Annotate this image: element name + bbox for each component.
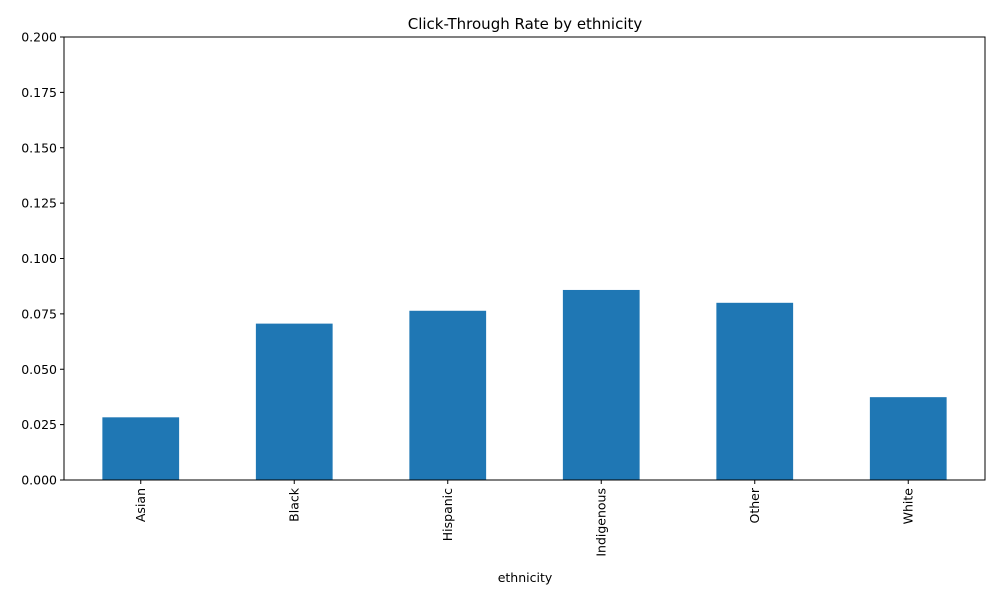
- y-tick-label: 0.050: [21, 362, 57, 377]
- y-tick-label: 0.175: [21, 85, 57, 100]
- y-tick-label: 0.150: [21, 140, 57, 155]
- y-tick-label: 0.075: [21, 306, 57, 321]
- bar-white: [869, 397, 947, 480]
- y-tick-label: 0.000: [21, 473, 57, 488]
- bar-indigenous: [562, 289, 640, 480]
- y-tick-label: 0.100: [21, 251, 57, 266]
- bar-asian: [102, 417, 180, 480]
- x-tick-label-hispanic: Hispanic: [440, 488, 455, 541]
- y-tick-label: 0.025: [21, 417, 57, 432]
- bar-black: [255, 323, 333, 480]
- x-tick-label-black: Black: [286, 487, 301, 522]
- y-tick-label: 0.200: [21, 30, 57, 45]
- x-axis-label: ethnicity: [498, 570, 553, 585]
- x-axis: Asian Black Hispanic Indigenous Other White: [133, 480, 915, 557]
- x-tick-label-indigenous: Indigenous: [593, 488, 608, 557]
- y-axis: 0.000 0.025 0.050 0.075 0.100 0.125 0.150 0.175…: [21, 30, 64, 488]
- x-tick-label-white: White: [900, 488, 915, 525]
- y-tick-label: 0.125: [21, 196, 57, 211]
- bars-group: [102, 289, 947, 480]
- plot-frame: [63, 36, 986, 481]
- bar-other: [716, 302, 794, 480]
- x-tick-label-asian: Asian: [133, 488, 148, 522]
- chart-title: Click-Through Rate by ethnicity: [408, 15, 643, 33]
- bar-hispanic: [409, 310, 487, 480]
- x-tick-label-other: Other: [747, 487, 762, 523]
